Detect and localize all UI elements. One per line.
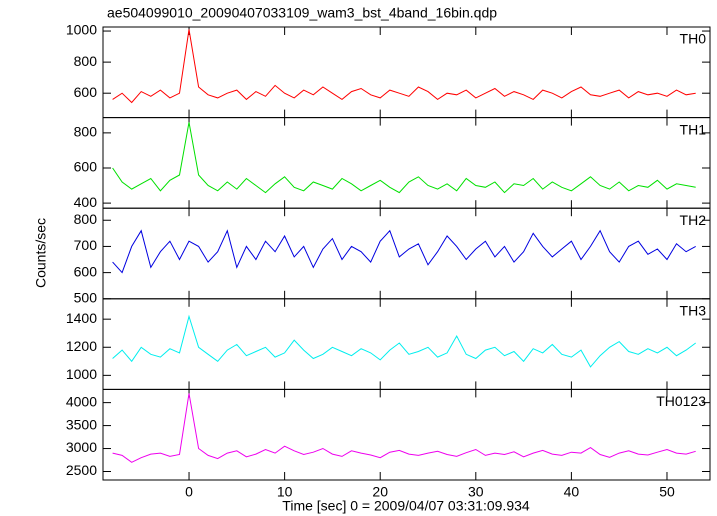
y-axis-label: Counts/sec bbox=[33, 218, 49, 288]
panel-label: TH2 bbox=[680, 212, 707, 228]
x-tick-label: 20 bbox=[372, 484, 388, 500]
x-tick-label: 40 bbox=[564, 484, 580, 500]
y-tick-label: 600 bbox=[74, 263, 98, 279]
x-tick-label: 10 bbox=[277, 484, 293, 500]
x-tick-label: 0 bbox=[185, 484, 193, 500]
y-tick-label: 700 bbox=[74, 237, 98, 253]
panel-frame bbox=[102, 298, 711, 390]
light-curve bbox=[112, 29, 696, 104]
y-tick-label: 800 bbox=[74, 211, 98, 227]
light-curve bbox=[112, 122, 696, 194]
panel-label: TH0123 bbox=[656, 393, 706, 409]
x-tick-label: 30 bbox=[468, 484, 484, 500]
y-tick-label: 800 bbox=[74, 53, 98, 69]
panel-label: TH0 bbox=[680, 31, 707, 47]
y-tick-label: 2500 bbox=[66, 462, 97, 478]
y-tick-label: 1400 bbox=[66, 310, 97, 326]
light-curve bbox=[112, 229, 696, 274]
light-curve bbox=[112, 393, 696, 463]
panel-frame bbox=[102, 207, 711, 300]
panel-frame bbox=[102, 26, 711, 119]
y-tick-label: 4000 bbox=[66, 393, 97, 409]
y-tick-label: 600 bbox=[74, 84, 98, 100]
y-tick-label: 600 bbox=[74, 159, 98, 175]
y-tick-label: 1000 bbox=[66, 366, 97, 382]
y-tick-label: 1000 bbox=[66, 22, 97, 38]
panel-frame bbox=[102, 388, 711, 481]
y-tick-label: 400 bbox=[74, 194, 98, 210]
light-curve bbox=[112, 314, 696, 368]
chart-title: ae504099010_20090407033109_wam3_bst_4ban… bbox=[107, 5, 497, 21]
y-tick-label: 500 bbox=[74, 290, 98, 306]
y-tick-label: 800 bbox=[74, 124, 98, 140]
x-tick-label: 50 bbox=[659, 484, 675, 500]
panel-label: TH3 bbox=[680, 303, 707, 319]
panel-label: TH1 bbox=[680, 121, 707, 137]
y-tick-label: 3000 bbox=[66, 439, 97, 455]
y-tick-label: 1200 bbox=[66, 338, 97, 354]
panel-frame bbox=[102, 117, 711, 209]
y-tick-label: 3500 bbox=[66, 416, 97, 432]
x-axis-label: Time [sec] 0 = 2009/04/07 03:31:09.934 bbox=[282, 498, 530, 514]
